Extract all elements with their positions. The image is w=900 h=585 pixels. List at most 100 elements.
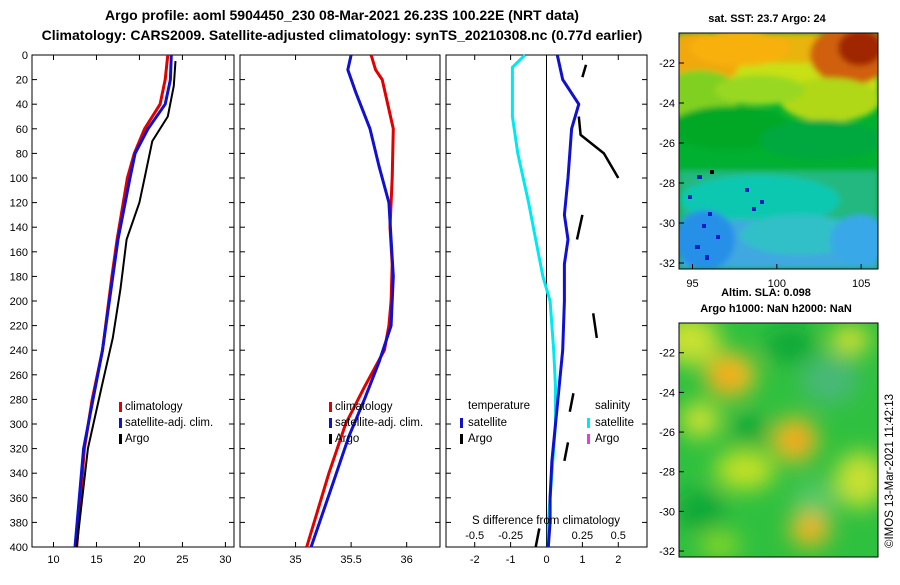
difference-series: [510, 53, 620, 548]
salinity-panel: [239, 54, 441, 548]
difference-xlabel: S difference from climatology: [472, 515, 620, 527]
secondary-x-tick-label: -0.5: [465, 530, 484, 542]
legend-swatch-climatology: [119, 402, 122, 412]
sst-lat-label: -32: [659, 258, 675, 270]
x-tick-label: 25: [176, 554, 188, 566]
legend-title-salinity: salinity: [595, 400, 630, 412]
sst-map-axis-ticks: -22 -24 -26 -28 -30 -32 95 100 105: [659, 58, 870, 290]
depth-tick-label: 360: [10, 493, 28, 505]
depth-tick-label: 380: [10, 517, 28, 529]
difference-line-temperature-argo: [575, 214, 584, 240]
legend-label-argo: Argo: [125, 433, 149, 445]
x-tick-label: 35: [289, 554, 301, 566]
sla-lat-label: -24: [659, 387, 675, 399]
difference-line-temperature-argo: [534, 528, 541, 548]
x-tick-label: 36: [401, 554, 413, 566]
sla-lat-label: -32: [659, 546, 675, 558]
legend-swatch-satellite: [119, 418, 122, 428]
salinity-legend: climatology satellite-adj. clim. Argo: [329, 401, 423, 445]
sst-lat-label: -24: [659, 98, 675, 110]
x-tick-label: 1: [579, 554, 585, 566]
depth-tick-label: 180: [10, 271, 28, 283]
sst-map: [679, 33, 878, 269]
temperature-line-satellite-adj-clim-: [73, 54, 173, 548]
depth-tick-label: 60: [16, 124, 28, 136]
temperature-axis-ticks: 0 20 40 60 80 100 120 140 160 180 200 220 240 260 280 3…: [10, 50, 234, 566]
difference-line-temperature-argo: [577, 116, 620, 179]
salinity-line-climatology: [305, 54, 395, 548]
depth-tick-label: 300: [10, 419, 28, 431]
secondary-x-tick-label: -0.25: [498, 530, 523, 542]
difference-line-temperature-argo: [591, 313, 599, 339]
legend-swatch-sal-satellite: [587, 418, 590, 428]
x-tick-label: -1: [506, 554, 516, 566]
sla-map: [679, 323, 878, 557]
sla-map-axis-ticks: -22 -24 -26 -28 -30 -32: [659, 348, 684, 558]
secondary-x-tick-label: 0.25: [572, 530, 593, 542]
footer-credit: ©IMOS 13-Mar-2021 11:42:13: [884, 394, 896, 548]
legend-label-temp-satellite: satellite: [468, 417, 507, 429]
sla-map-subtitle: Argo h1000: NaN h2000: NaN: [700, 303, 852, 315]
x-tick-label: 15: [90, 554, 102, 566]
legend-swatch-climatology: [329, 402, 332, 412]
difference-line-salinity-satellite: [510, 53, 557, 547]
depth-tick-label: 400: [10, 542, 28, 554]
depth-tick-label: 280: [10, 394, 28, 406]
legend-swatch-satellite: [329, 418, 332, 428]
sst-lon-label: 100: [768, 278, 786, 290]
depth-tick-label: 140: [10, 222, 28, 234]
legend-swatch-argo: [329, 434, 332, 444]
depth-tick-label: 20: [16, 75, 28, 87]
difference-line-temperature-satellite: [546, 54, 581, 548]
sst-map-frame: [678, 32, 879, 270]
depth-tick-label: 0: [22, 50, 28, 62]
legend-label-sal-argo: Argo: [595, 433, 619, 445]
sst-lat-label: -28: [659, 178, 675, 190]
depth-tick-label: 220: [10, 321, 28, 333]
legend-title-temperature: temperature: [468, 400, 530, 412]
difference-line-temperature-argo: [563, 442, 570, 462]
secondary-x-tick-label: 0.5: [611, 530, 626, 542]
temperature-legend: climatology satellite-adj. clim. Argo: [119, 401, 213, 445]
depth-tick-label: 100: [10, 173, 28, 185]
depth-tick-label: 80: [16, 148, 28, 160]
depth-tick-label: 120: [10, 198, 28, 210]
legend-label-climatology: climatology: [125, 401, 183, 413]
sst-lon-label: 105: [852, 278, 870, 290]
sst-lat-label: -30: [659, 218, 675, 230]
x-tick-label: 30: [219, 554, 231, 566]
legend-swatch-argo: [119, 434, 122, 444]
legend-label-satellite: satellite-adj. clim.: [335, 417, 423, 429]
difference-line-temperature-argo: [581, 64, 588, 78]
title-line-2: Climatology: CARS2009. Satellite-adjuste…: [42, 27, 643, 43]
difference-legend: temperature satellite Argo salinity sate…: [460, 400, 634, 445]
legend-swatch-sal-argo: [587, 434, 590, 444]
temperature-line-argo: [75, 61, 177, 548]
legend-label-argo: Argo: [335, 433, 359, 445]
title-line-1: Argo profile: aoml 5904450_230 08-Mar-20…: [105, 7, 579, 23]
x-tick-label: 2: [615, 554, 621, 566]
sst-lat-label: -22: [659, 58, 675, 70]
legend-label-temp-argo: Argo: [468, 433, 492, 445]
depth-tick-label: 260: [10, 370, 28, 382]
legend-label-sal-satellite: satellite: [595, 417, 634, 429]
depth-tick-label: 200: [10, 296, 28, 308]
depth-tick-label: 320: [10, 444, 28, 456]
depth-tick-label: 240: [10, 345, 28, 357]
legend-label-climatology: climatology: [335, 401, 393, 413]
temperature-line-climatology: [75, 54, 170, 548]
depth-tick-label: 40: [16, 99, 28, 111]
sst-lat-label: -26: [659, 138, 675, 150]
salinity-series: [305, 54, 395, 548]
sla-lat-label: -22: [659, 348, 675, 360]
salinity-line-satellite-adj-clim-: [309, 54, 395, 548]
x-tick-label: 20: [133, 554, 145, 566]
x-tick-label: 35.5: [340, 554, 361, 566]
temperature-series: [73, 54, 177, 548]
sla-lat-label: -28: [659, 467, 675, 479]
sla-map-frame: [678, 322, 879, 558]
legend-label-satellite: satellite-adj. clim.: [125, 417, 213, 429]
sla-lat-label: -26: [659, 427, 675, 439]
x-tick-label: -2: [470, 554, 480, 566]
